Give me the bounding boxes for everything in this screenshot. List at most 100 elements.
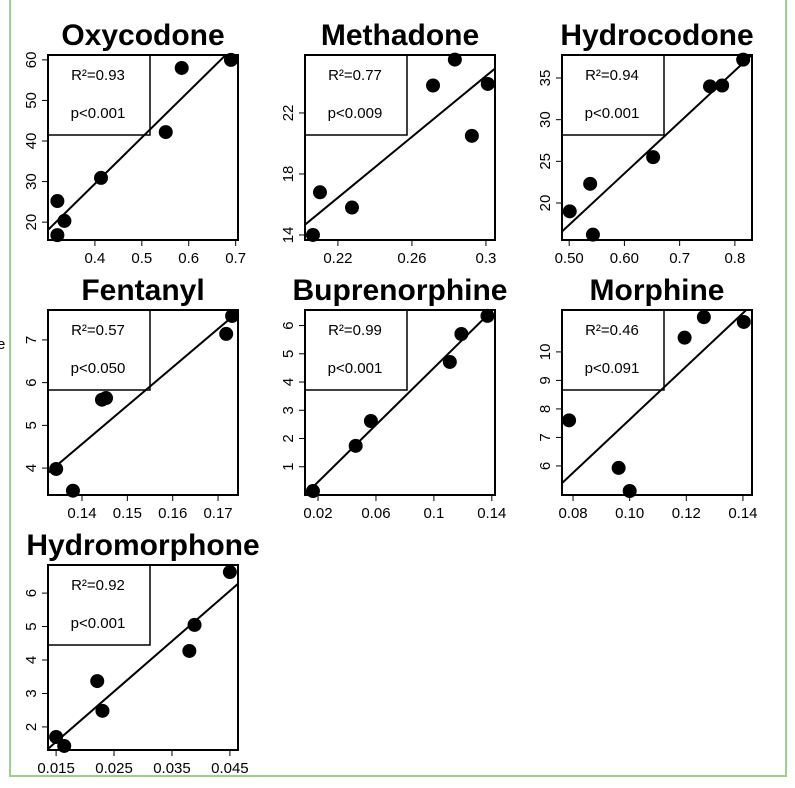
y-tick-label: 30 xyxy=(537,111,554,128)
x-tick-label: 0.26 xyxy=(397,250,426,267)
x-tick-label: 0.16 xyxy=(158,505,187,522)
annotation: p<0.001 xyxy=(328,360,383,377)
annotation: R²=0.46 xyxy=(585,322,639,339)
panel: Hydrocodone 0.50 0.60 0.7 0.8 20 25 30 35 R²=0.94… xyxy=(537,19,754,267)
x-tick-label: 0.7 xyxy=(669,250,690,267)
point xyxy=(99,391,114,406)
regression-line xyxy=(305,67,495,226)
x-tick-label: 0.5 xyxy=(131,250,152,267)
panel: Methadone 0.22 0.26 0.3 14 18 22 R²=0.77 p<0.009 xyxy=(280,19,496,267)
regression-line xyxy=(48,583,238,750)
point xyxy=(90,674,105,689)
point xyxy=(583,176,598,191)
point xyxy=(225,308,240,323)
point xyxy=(50,228,65,243)
point xyxy=(187,617,202,632)
point xyxy=(736,314,751,329)
chart-title: Morphine xyxy=(590,274,725,307)
point xyxy=(223,52,238,67)
point xyxy=(305,227,320,242)
point xyxy=(464,128,479,143)
y-tick-label: 10 xyxy=(537,344,554,361)
y-tick-label: 6 xyxy=(537,462,554,470)
regression-line xyxy=(562,310,748,484)
x-tick-label: 0.015 xyxy=(37,760,75,777)
x-tick-label: 0.14 xyxy=(477,505,506,522)
point xyxy=(182,643,197,658)
point xyxy=(50,194,65,209)
y-tick-label: 2 xyxy=(280,434,297,442)
point xyxy=(49,729,64,744)
y-tick-label: 4 xyxy=(23,464,40,472)
y-tick-label: 30 xyxy=(23,173,40,190)
x-tick-label: 0.15 xyxy=(113,505,142,522)
annotation: R²=0.99 xyxy=(328,322,382,339)
point xyxy=(312,185,327,200)
y-tick-label: 7 xyxy=(23,336,40,344)
chart-title: Methadone xyxy=(321,19,479,52)
x-tick-label: 0.06 xyxy=(361,505,390,522)
panel: Hydromorphone 0.015 0.025 0.035 0.045 2 3 4 5 6 R²… xyxy=(23,529,260,777)
panel: Fentanyl 0.14 0.15 0.16 0.17 4 5 6 7 R²=0.57 p<0.0… xyxy=(23,274,240,522)
y-tick-label: 3 xyxy=(23,689,40,697)
x-tick-label: 0.50 xyxy=(555,250,584,267)
y-tick-label: 20 xyxy=(537,195,554,212)
x-tick-label: 0.3 xyxy=(476,250,497,267)
annotation: R²=0.77 xyxy=(328,67,382,84)
frame xyxy=(9,0,787,777)
x-tick-label: 0.17 xyxy=(203,505,232,522)
y-tick-label: 18 xyxy=(280,166,297,183)
annotation-box xyxy=(47,309,151,391)
plot-frame xyxy=(47,309,239,496)
point xyxy=(426,78,441,93)
point xyxy=(611,460,626,475)
x-tick-label: 0.08 xyxy=(558,505,587,522)
annotation: R²=0.92 xyxy=(71,577,125,594)
point xyxy=(585,227,600,242)
x-tick-label: 0.045 xyxy=(211,760,249,777)
x-tick-label: 0.60 xyxy=(610,250,639,267)
y-tick-label: 2 xyxy=(23,723,40,731)
point xyxy=(677,330,692,345)
plot-frame xyxy=(304,54,496,241)
point xyxy=(454,327,469,342)
point xyxy=(348,438,363,453)
x-tick-label: 0.02 xyxy=(303,505,332,522)
y-tick-label: 6 xyxy=(23,589,40,597)
point xyxy=(562,204,577,219)
x-tick-label: 0.1 xyxy=(423,505,444,522)
panel: Morphine 0.08 0.10 0.12 0.14 6 7 8 9 10 R²=0.46 p<0… xyxy=(537,274,758,522)
plot-frame xyxy=(561,309,753,496)
y-tick-label: 60 xyxy=(23,52,40,69)
y-tick-label: 8 xyxy=(537,405,554,413)
x-tick-label: 0.14 xyxy=(728,505,757,522)
point xyxy=(480,308,495,323)
x-tick-label: 0.6 xyxy=(178,250,199,267)
y-tick-label: 4 xyxy=(280,378,297,386)
y-tick-label: 22 xyxy=(280,105,297,122)
point xyxy=(158,125,173,140)
y-tick-label: 6 xyxy=(280,321,297,329)
annotation: p<0.009 xyxy=(328,105,383,122)
y-tick-label: 5 xyxy=(23,622,40,630)
plot-frame xyxy=(304,309,496,496)
plot-frame xyxy=(561,54,753,241)
annotation-box xyxy=(561,309,665,391)
chart-title: Fentanyl xyxy=(81,274,204,307)
x-tick-label: 0.10 xyxy=(615,505,644,522)
x-tick-label: 0.4 xyxy=(84,250,105,267)
annotation-box xyxy=(304,54,408,136)
regression-line xyxy=(48,55,228,231)
y-tick-label: 5 xyxy=(23,421,40,429)
y-tick-label: 20 xyxy=(23,214,40,231)
point xyxy=(442,354,457,369)
y-tick-label: 25 xyxy=(537,153,554,170)
x-tick-label: 0.12 xyxy=(672,505,701,522)
annotation: R²=0.57 xyxy=(71,322,125,339)
point xyxy=(57,213,72,228)
side-label: e xyxy=(0,336,5,353)
annotation: p<0.050 xyxy=(71,360,126,377)
y-tick-label: 4 xyxy=(23,656,40,664)
point xyxy=(480,76,495,91)
